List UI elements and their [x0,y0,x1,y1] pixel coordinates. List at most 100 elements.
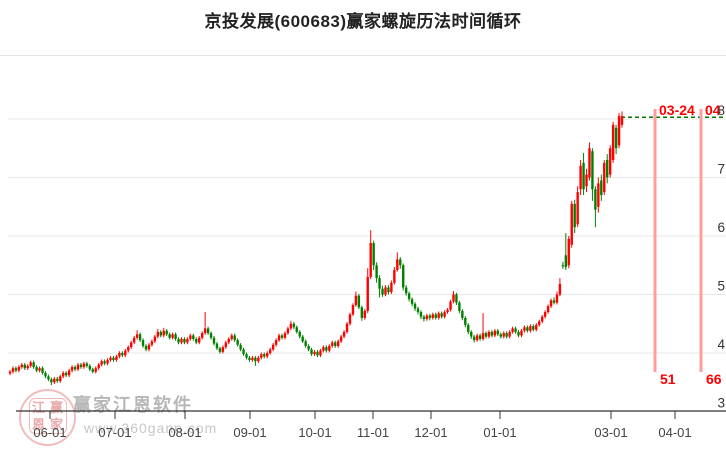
candle-body [440,313,443,317]
candle-body [53,378,56,383]
candle-body [103,361,106,364]
candle-body [532,326,535,330]
cycle-date-label: 03-24 [659,102,695,118]
candle-body [410,299,414,304]
candle-body [375,265,378,279]
candle-body [490,331,494,336]
candle-body [381,288,384,295]
candle-body [384,287,387,295]
candle-body [529,326,532,331]
x-tick-label: 04-01 [658,425,691,440]
candle-body [29,362,32,366]
candle-body [35,367,38,371]
candle-body [437,313,440,318]
candle-body [354,295,358,306]
candle-body [600,180,603,196]
candle-body [564,255,568,268]
candle-body [298,331,301,337]
candle-body [64,372,68,376]
candle-body [520,330,523,336]
candle-body [56,378,59,382]
candle-body [478,335,482,339]
candle-body [608,148,612,175]
candle-body [14,368,18,371]
candle-body [159,331,162,336]
candle-body [313,351,316,355]
candle-body [345,323,349,332]
candle-body [493,330,497,336]
candle-body [467,324,470,332]
candle-body [502,333,505,337]
candle-body [366,276,369,311]
candle-body [62,372,65,377]
candle-body [153,336,157,342]
candle-body [399,259,402,266]
candle-body [511,328,514,332]
candle-body [372,243,375,266]
x-tick-label: 06-01 [33,425,66,440]
candle-body [576,192,579,225]
candle-body [200,333,204,338]
candle-body [514,328,517,332]
candle-body [310,349,313,355]
candle-body [283,333,287,338]
candle-body [274,340,278,345]
candle-body [268,349,272,353]
candle-body [215,343,219,349]
candle-body [79,364,83,368]
candle-body [348,314,352,324]
x-tick-label: 12-01 [414,425,447,440]
x-tick-label: 07-01 [98,425,131,440]
candle-body [127,347,130,351]
candle-body [266,353,269,357]
candle-body [526,327,529,331]
candle-body [475,335,479,341]
candle-body [292,323,296,328]
candle-body [588,148,591,178]
candle-body [109,357,112,361]
x-tick-label: 10-01 [298,425,331,440]
candle-body [88,365,92,370]
candle-body [189,335,192,339]
candle-body [585,174,588,187]
candle-body [567,238,570,266]
candle-body [499,334,502,337]
x-tick-label: 03-01 [594,425,627,440]
candle-body [357,295,361,308]
candle-body [508,331,511,337]
candle-body [434,314,437,318]
candle-body [221,347,225,352]
candle-body [73,367,77,370]
candle-body [257,357,260,362]
candle-body [393,269,396,283]
candle-body [295,327,298,332]
candle-body [227,338,230,343]
candle-body [286,328,290,334]
candle-body [251,357,254,361]
candle-body [555,294,559,303]
candle-body [558,283,562,295]
candle-body [402,265,405,288]
candle-body [549,300,553,307]
candle-body [100,361,103,365]
y-tick-label: 6 [717,220,725,235]
candle-body [224,342,228,348]
candle-body [611,124,615,160]
candle-body [594,189,597,210]
candle-body [277,335,281,341]
candle-body [203,328,207,334]
candle-body [617,116,621,146]
candle-body [8,371,12,374]
candle-body [322,347,325,351]
candle-body [597,183,600,207]
candle-body [570,203,573,245]
candle-body [289,323,293,329]
candle-body [452,294,455,302]
candle-body [481,333,485,339]
candle-body [464,317,467,325]
candle-body [206,328,210,334]
y-tick-label: 7 [717,162,725,177]
page-title: 京投发展(600683)赢家螺旋历法时间循环 [204,12,522,31]
candle-body [150,341,154,345]
